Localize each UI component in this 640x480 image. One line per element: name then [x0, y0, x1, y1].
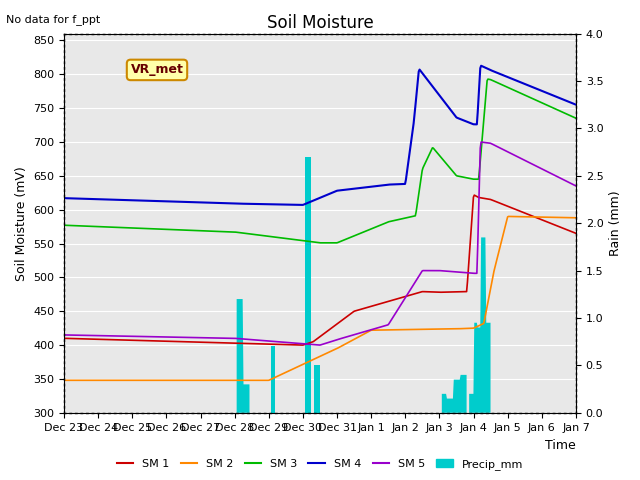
Legend: SM 1, SM 2, SM 3, SM 4, SM 5, Precip_mm: SM 1, SM 2, SM 3, SM 4, SM 5, Precip_mm: [112, 455, 528, 474]
Text: VR_met: VR_met: [131, 63, 184, 76]
Y-axis label: Rain (mm): Rain (mm): [609, 191, 622, 256]
X-axis label: Time: Time: [545, 439, 576, 452]
Text: No data for f_ppt: No data for f_ppt: [6, 14, 100, 25]
Title: Soil Moisture: Soil Moisture: [267, 14, 373, 32]
Y-axis label: Soil Moisture (mV): Soil Moisture (mV): [15, 166, 28, 281]
